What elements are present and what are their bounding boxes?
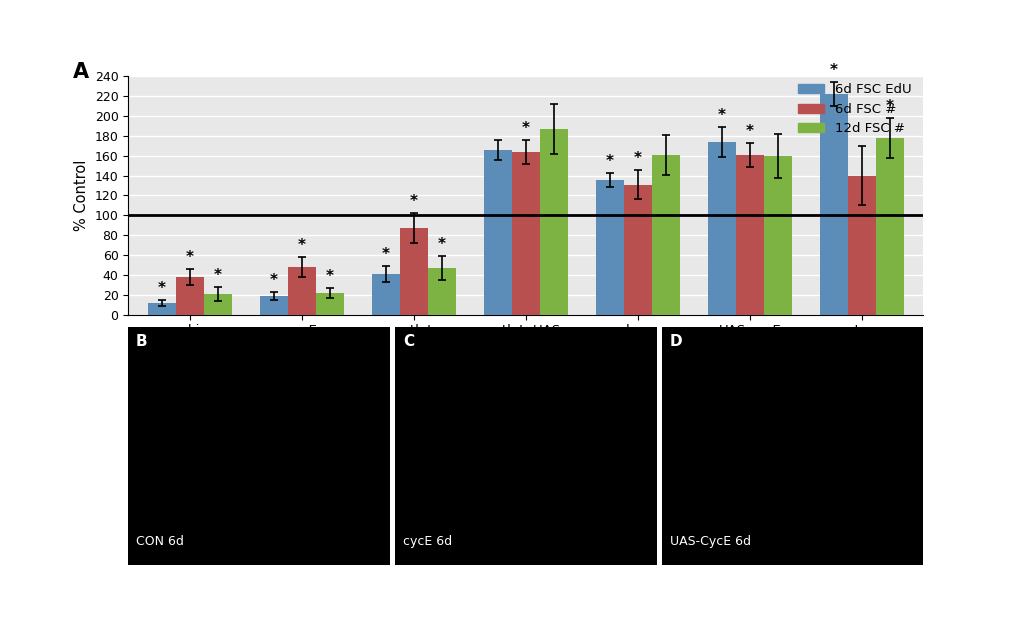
Bar (763, 156, 792, 315)
Text: B: B (136, 334, 148, 349)
Text: *: * (409, 194, 418, 210)
Bar (175, 277, 204, 315)
Bar (148, 303, 175, 315)
Bar (316, 293, 344, 315)
Bar (484, 150, 512, 315)
Bar (652, 155, 680, 315)
Text: *: * (213, 268, 222, 283)
Bar (400, 228, 428, 315)
Bar (847, 176, 876, 315)
Bar (596, 180, 624, 315)
Text: UAS-CycE 6d: UAS-CycE 6d (670, 535, 751, 549)
Text: *: * (438, 237, 446, 252)
Bar (540, 129, 567, 315)
Bar (204, 294, 232, 315)
Text: *: * (634, 150, 642, 166)
Bar (820, 94, 847, 315)
Bar (708, 142, 736, 315)
Text: *: * (522, 121, 529, 136)
Bar (624, 185, 652, 315)
Text: *: * (158, 281, 166, 296)
Text: *: * (830, 64, 838, 78)
Text: A: A (73, 62, 88, 82)
Text: cycE 6d: cycE 6d (403, 535, 452, 549)
Text: *: * (885, 99, 894, 114)
Bar (512, 152, 540, 315)
Bar (736, 155, 763, 315)
Text: *: * (270, 273, 278, 288)
Bar (288, 267, 316, 315)
Text: *: * (326, 269, 333, 284)
Bar (876, 138, 904, 315)
Text: C: C (403, 334, 415, 349)
Text: D: D (670, 334, 682, 349)
Text: *: * (298, 238, 306, 253)
Text: *: * (605, 154, 614, 169)
Text: *: * (186, 250, 194, 265)
Text: CON 6d: CON 6d (136, 535, 184, 549)
Legend: 6d FSC EdU, 6d FSC #, 12d FSC #: 6d FSC EdU, 6d FSC #, 12d FSC # (793, 78, 917, 141)
Text: *: * (382, 247, 390, 262)
Bar (260, 296, 288, 315)
Bar (371, 274, 400, 315)
Y-axis label: % Control: % Control (74, 160, 89, 231)
Bar (428, 268, 456, 315)
Text: *: * (718, 108, 725, 123)
Text: *: * (746, 124, 754, 139)
